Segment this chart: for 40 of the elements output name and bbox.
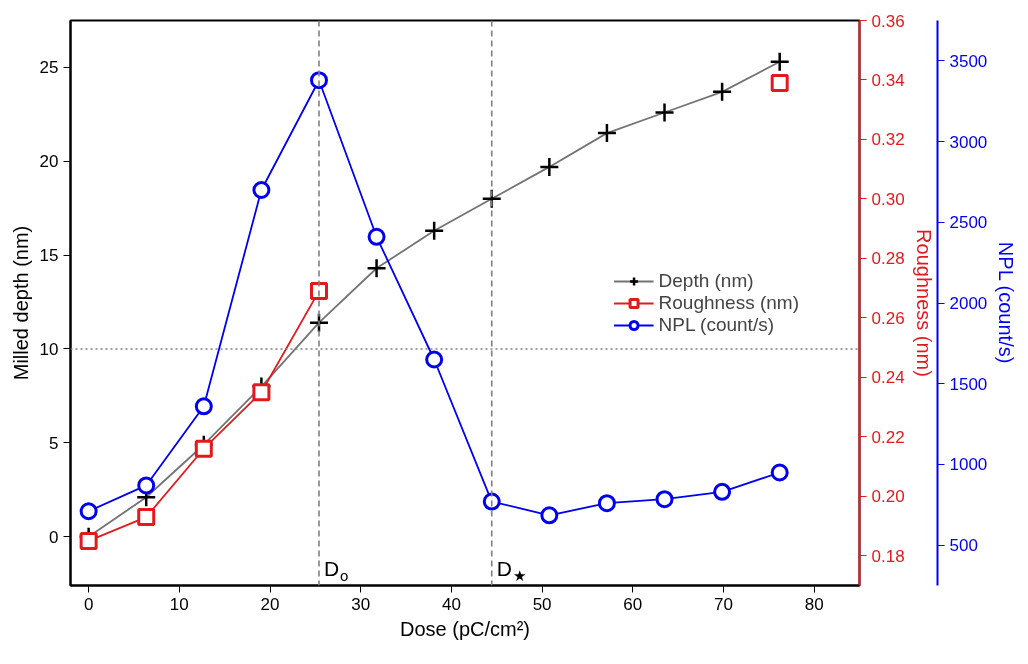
- y2-tick-label: 0.22: [871, 427, 905, 447]
- y-tick-label: 5: [49, 433, 59, 453]
- x-axis-title: Dose (pC/cm²): [400, 617, 531, 640]
- y-tick-label: 20: [39, 152, 59, 172]
- y3-tick-label: 1500: [949, 374, 988, 394]
- y3-tick-label: 2500: [949, 213, 988, 233]
- y2-tick-label: 0.24: [871, 368, 905, 388]
- y3-tick-label: 2000: [949, 294, 988, 313]
- y3-tick-label: 500: [949, 536, 978, 556]
- y3-axis-title: NPL (count/s): [995, 241, 1018, 364]
- x-tick-label: 10: [169, 594, 189, 614]
- y2-tick-label: 0.18: [871, 546, 905, 566]
- y2-tick-label: 0.30: [871, 189, 905, 209]
- x-tick-label: 80: [804, 594, 824, 614]
- y2-tick-label: 0.36: [871, 11, 905, 31]
- y-tick-label: 0: [49, 527, 59, 547]
- x-tick-label: 20: [260, 594, 280, 614]
- legend-label: NPL (count/s): [658, 313, 774, 336]
- y2-axis-title: Roughness (nm): [912, 229, 935, 377]
- y2-tick-label: 0.28: [871, 249, 905, 269]
- y3-tick-label: 3000: [949, 132, 988, 152]
- x-tick-label: 60: [623, 594, 643, 614]
- y-tick-label: 25: [39, 58, 59, 78]
- x-tick-label: 0: [83, 594, 94, 614]
- y2-tick-label: 0.34: [871, 70, 905, 90]
- y-axis-title: Milled depth (nm): [9, 225, 32, 381]
- legend-label: Roughness (nm): [658, 291, 799, 314]
- x-tick-label: 30: [351, 594, 371, 614]
- y3-tick-label: 3500: [949, 51, 988, 71]
- x-tick-label: 70: [714, 594, 733, 614]
- y2-tick-label: 0.32: [871, 130, 905, 150]
- legend-label: Depth (nm): [658, 269, 754, 292]
- y3-tick-label: 1000: [949, 455, 988, 475]
- y2-tick-label: 0.20: [871, 487, 905, 507]
- y-tick-label: 15: [39, 246, 59, 266]
- y-tick-label: 10: [39, 339, 59, 359]
- x-tick-label: 50: [532, 594, 552, 614]
- ref-line-label: D★: [496, 556, 526, 584]
- y2-tick-label: 0.26: [871, 308, 905, 328]
- x-tick-label: 40: [441, 594, 461, 614]
